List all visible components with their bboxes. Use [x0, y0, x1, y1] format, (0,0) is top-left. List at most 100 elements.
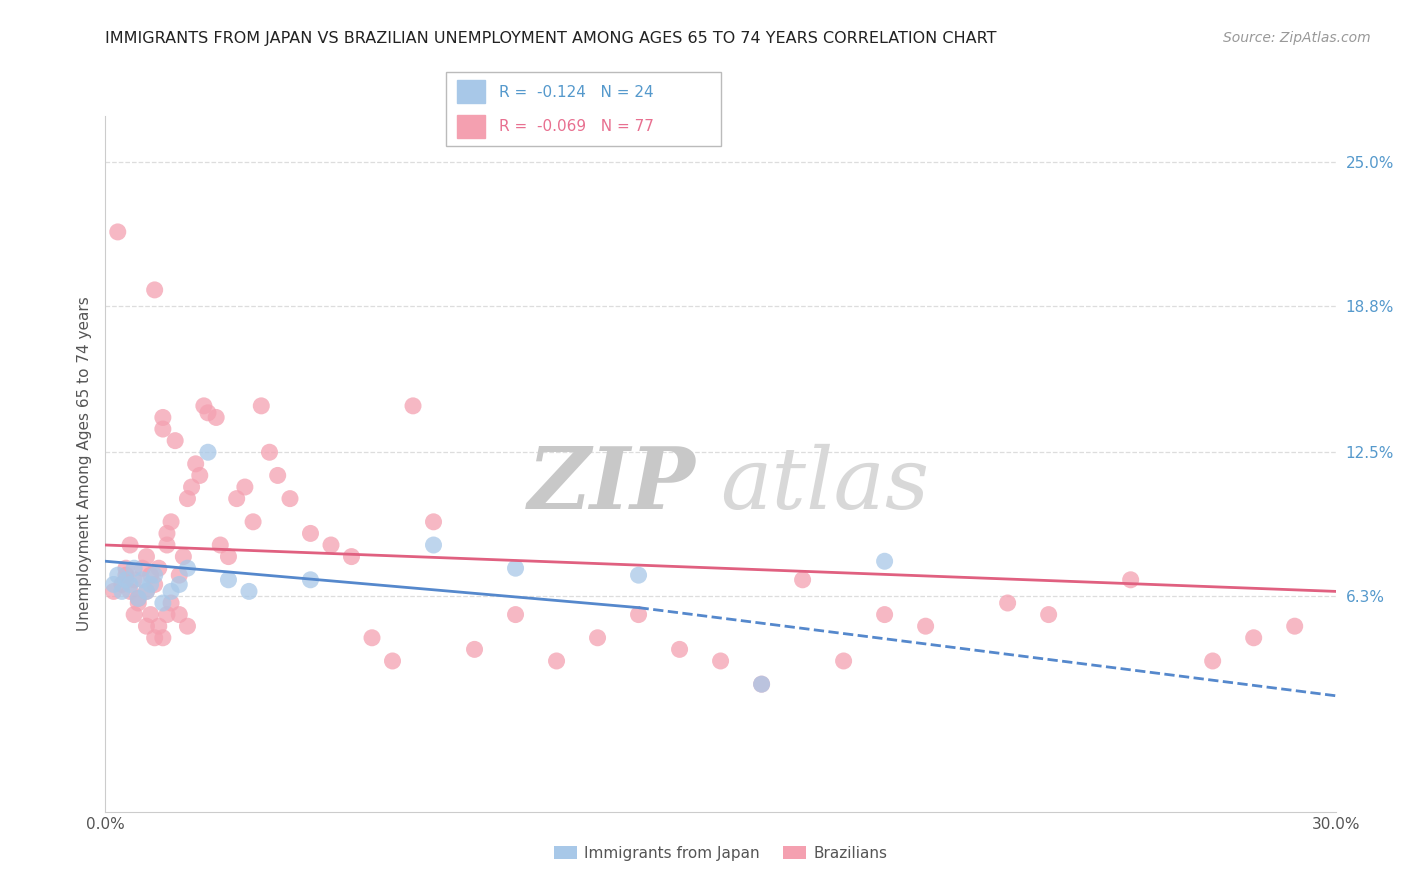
Point — [193, 399, 215, 413]
Point — [1038, 607, 1060, 622]
Point — [143, 283, 166, 297]
Point — [143, 631, 166, 645]
Text: R =  -0.069   N = 77: R = -0.069 N = 77 — [499, 119, 654, 134]
Point — [139, 577, 162, 591]
Point — [402, 399, 425, 413]
Point — [914, 619, 936, 633]
Point — [361, 631, 384, 645]
Point — [218, 549, 240, 564]
Point — [188, 468, 211, 483]
Point — [169, 577, 191, 591]
Point — [205, 410, 228, 425]
FancyBboxPatch shape — [446, 72, 721, 146]
Point — [172, 549, 194, 564]
Point — [156, 526, 179, 541]
Bar — [457, 80, 485, 103]
Point — [1201, 654, 1223, 668]
Point — [152, 631, 174, 645]
Point — [710, 654, 733, 668]
Point — [135, 584, 157, 599]
Text: Source: ZipAtlas.com: Source: ZipAtlas.com — [1223, 31, 1371, 45]
Point — [160, 584, 183, 599]
Point — [873, 607, 896, 622]
Point — [586, 631, 609, 645]
Point — [122, 573, 145, 587]
Point — [176, 491, 198, 506]
Point — [505, 561, 527, 575]
Point — [299, 573, 322, 587]
Text: ZIP: ZIP — [529, 443, 696, 526]
Point — [131, 561, 153, 575]
Point — [319, 538, 342, 552]
Point — [225, 491, 247, 506]
Point — [422, 515, 444, 529]
Point — [464, 642, 486, 657]
Point — [115, 561, 138, 575]
Text: R =  -0.124   N = 24: R = -0.124 N = 24 — [499, 85, 654, 100]
Point — [668, 642, 690, 657]
Point — [169, 607, 191, 622]
Point — [422, 538, 444, 552]
Point — [267, 468, 290, 483]
Point — [233, 480, 256, 494]
Point — [103, 577, 125, 591]
Point — [180, 480, 202, 494]
Point — [546, 654, 568, 668]
Point — [299, 526, 322, 541]
Bar — [457, 115, 485, 138]
Point — [143, 568, 166, 582]
Point — [115, 568, 138, 582]
Point — [1243, 631, 1265, 645]
Point — [120, 584, 141, 599]
Point — [152, 410, 174, 425]
Point — [176, 561, 198, 575]
Point — [143, 577, 166, 591]
Point — [340, 549, 363, 564]
Legend: Immigrants from Japan, Brazilians: Immigrants from Japan, Brazilians — [548, 839, 893, 867]
Point — [209, 538, 232, 552]
Point — [997, 596, 1019, 610]
Point — [152, 596, 174, 610]
Point — [122, 607, 145, 622]
Point — [160, 515, 183, 529]
Point — [197, 445, 219, 459]
Point — [148, 561, 170, 575]
Point — [131, 573, 153, 587]
Text: IMMIGRANTS FROM JAPAN VS BRAZILIAN UNEMPLOYMENT AMONG AGES 65 TO 74 YEARS CORREL: IMMIGRANTS FROM JAPAN VS BRAZILIAN UNEMP… — [105, 31, 997, 46]
Point — [184, 457, 207, 471]
Point — [120, 538, 141, 552]
Point — [156, 538, 179, 552]
Point — [627, 568, 650, 582]
Point — [107, 225, 129, 239]
Point — [120, 577, 141, 591]
Point — [127, 591, 149, 606]
Point — [165, 434, 187, 448]
Point — [832, 654, 855, 668]
Point — [135, 549, 157, 564]
Point — [152, 422, 174, 436]
Point — [873, 554, 896, 568]
Point — [103, 584, 125, 599]
Point — [111, 584, 134, 599]
Y-axis label: Unemployment Among Ages 65 to 74 years: Unemployment Among Ages 65 to 74 years — [76, 296, 91, 632]
Point — [139, 607, 162, 622]
Point — [505, 607, 527, 622]
Point — [250, 399, 273, 413]
Point — [1119, 573, 1142, 587]
Point — [259, 445, 281, 459]
Text: atlas: atlas — [721, 443, 929, 526]
Point — [751, 677, 773, 691]
Point — [107, 568, 129, 582]
Point — [122, 561, 145, 575]
Point — [160, 596, 183, 610]
Point — [176, 619, 198, 633]
Point — [127, 596, 149, 610]
Point — [627, 607, 650, 622]
Point — [169, 568, 191, 582]
Point — [751, 677, 773, 691]
Point — [148, 619, 170, 633]
Point — [115, 573, 138, 587]
Point — [278, 491, 301, 506]
Point — [111, 577, 134, 591]
Point — [135, 619, 157, 633]
